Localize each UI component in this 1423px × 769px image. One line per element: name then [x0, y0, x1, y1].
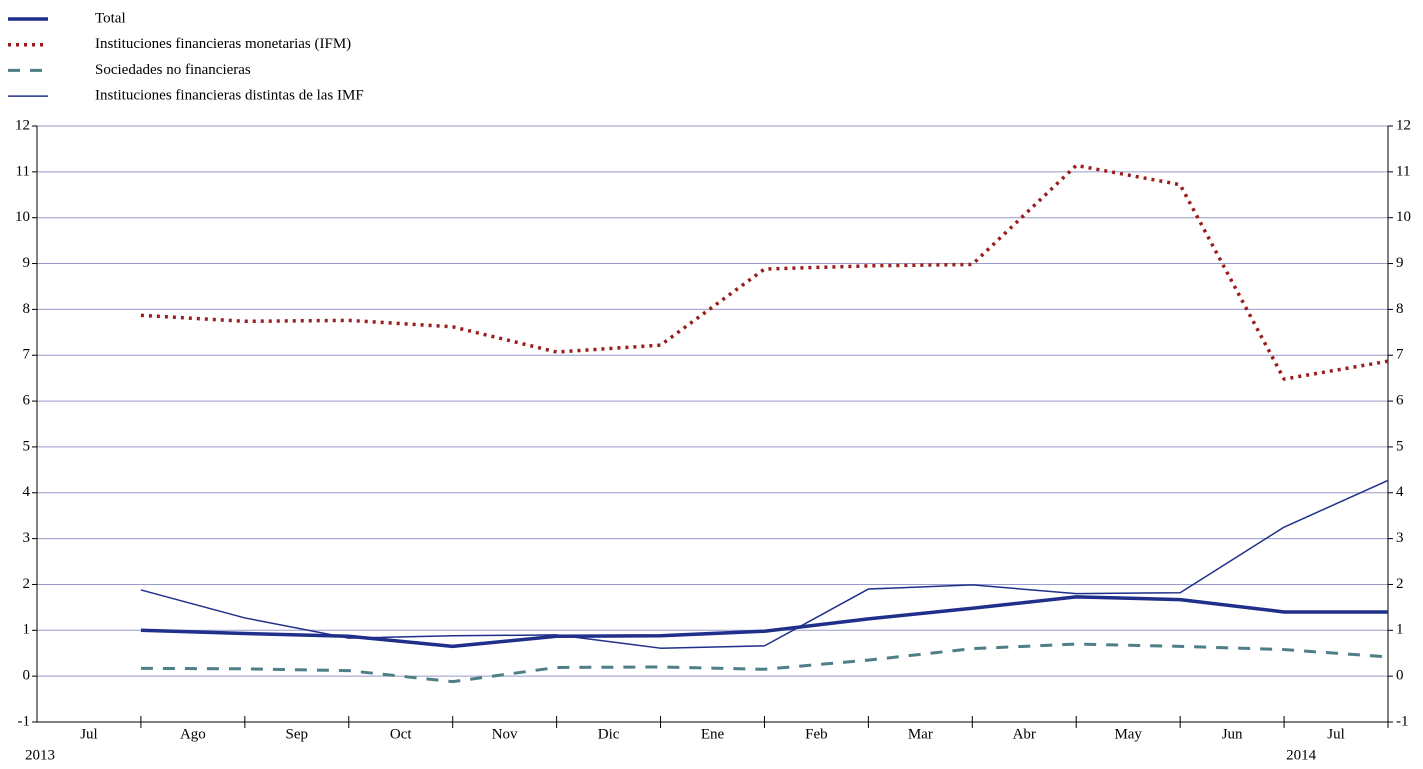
x-tick-label: Feb	[805, 726, 828, 742]
x-tick-label: Jul	[1327, 726, 1345, 742]
year-label: 2014	[1286, 747, 1317, 763]
y-tick-label: 8	[23, 301, 31, 317]
legend-label: Instituciones financieras monetarias (IF…	[95, 36, 351, 52]
series-line	[140, 479, 1389, 649]
y-tick-label: 12	[15, 117, 30, 133]
y-tick-label: 2	[23, 576, 31, 592]
x-tick-label: Jul	[80, 726, 98, 742]
x-tick-label: Ago	[180, 726, 206, 742]
y-tick-label: 11	[16, 163, 30, 179]
x-tick-label: Mar	[908, 726, 933, 742]
y2-tick-label: 4	[1396, 484, 1404, 500]
x-tick-label: May	[1114, 726, 1142, 742]
y2-tick-label: 6	[1396, 393, 1404, 409]
y-tick-label: -1	[18, 713, 31, 729]
y2-tick-label: 9	[1396, 255, 1404, 271]
y-tick-label: 1	[23, 622, 31, 638]
x-tick-label: Jun	[1222, 726, 1243, 742]
y-tick-label: 9	[23, 255, 31, 271]
y2-tick-label: 5	[1396, 438, 1404, 454]
x-tick-label: Oct	[390, 726, 412, 742]
x-tick-label: Nov	[492, 726, 518, 742]
y-tick-label: 4	[23, 484, 31, 500]
y-tick-label: 3	[23, 530, 31, 546]
x-tick-label: Ene	[701, 726, 725, 742]
y-tick-label: 10	[15, 209, 30, 225]
y-tick-label: 5	[23, 438, 31, 454]
legend-label: Instituciones financieras distintas de l…	[95, 88, 364, 104]
y2-tick-label: 2	[1396, 576, 1404, 592]
legend-label: Sociedades no financieras	[95, 62, 251, 78]
y2-tick-label: 12	[1396, 117, 1411, 133]
y2-tick-label: -1	[1396, 713, 1409, 729]
y2-tick-label: 8	[1396, 301, 1404, 317]
series-line	[140, 595, 1388, 649]
y2-tick-label: 10	[1396, 209, 1411, 225]
series-line	[140, 163, 1389, 381]
y2-tick-label: 7	[1396, 347, 1404, 363]
year-label: 2013	[25, 747, 55, 763]
y-tick-label: 0	[23, 668, 31, 684]
y2-tick-label: 0	[1396, 668, 1404, 684]
y2-tick-label: 11	[1396, 163, 1410, 179]
x-tick-label: Sep	[286, 726, 309, 742]
x-tick-label: Abr	[1013, 726, 1036, 742]
y-tick-label: 6	[23, 393, 31, 409]
y2-tick-label: 3	[1396, 530, 1404, 546]
x-tick-label: Dic	[598, 726, 620, 742]
legend-label: Total	[95, 10, 126, 26]
y2-tick-label: 1	[1396, 622, 1404, 638]
series-line	[140, 642, 1389, 684]
y-tick-label: 7	[23, 347, 31, 363]
